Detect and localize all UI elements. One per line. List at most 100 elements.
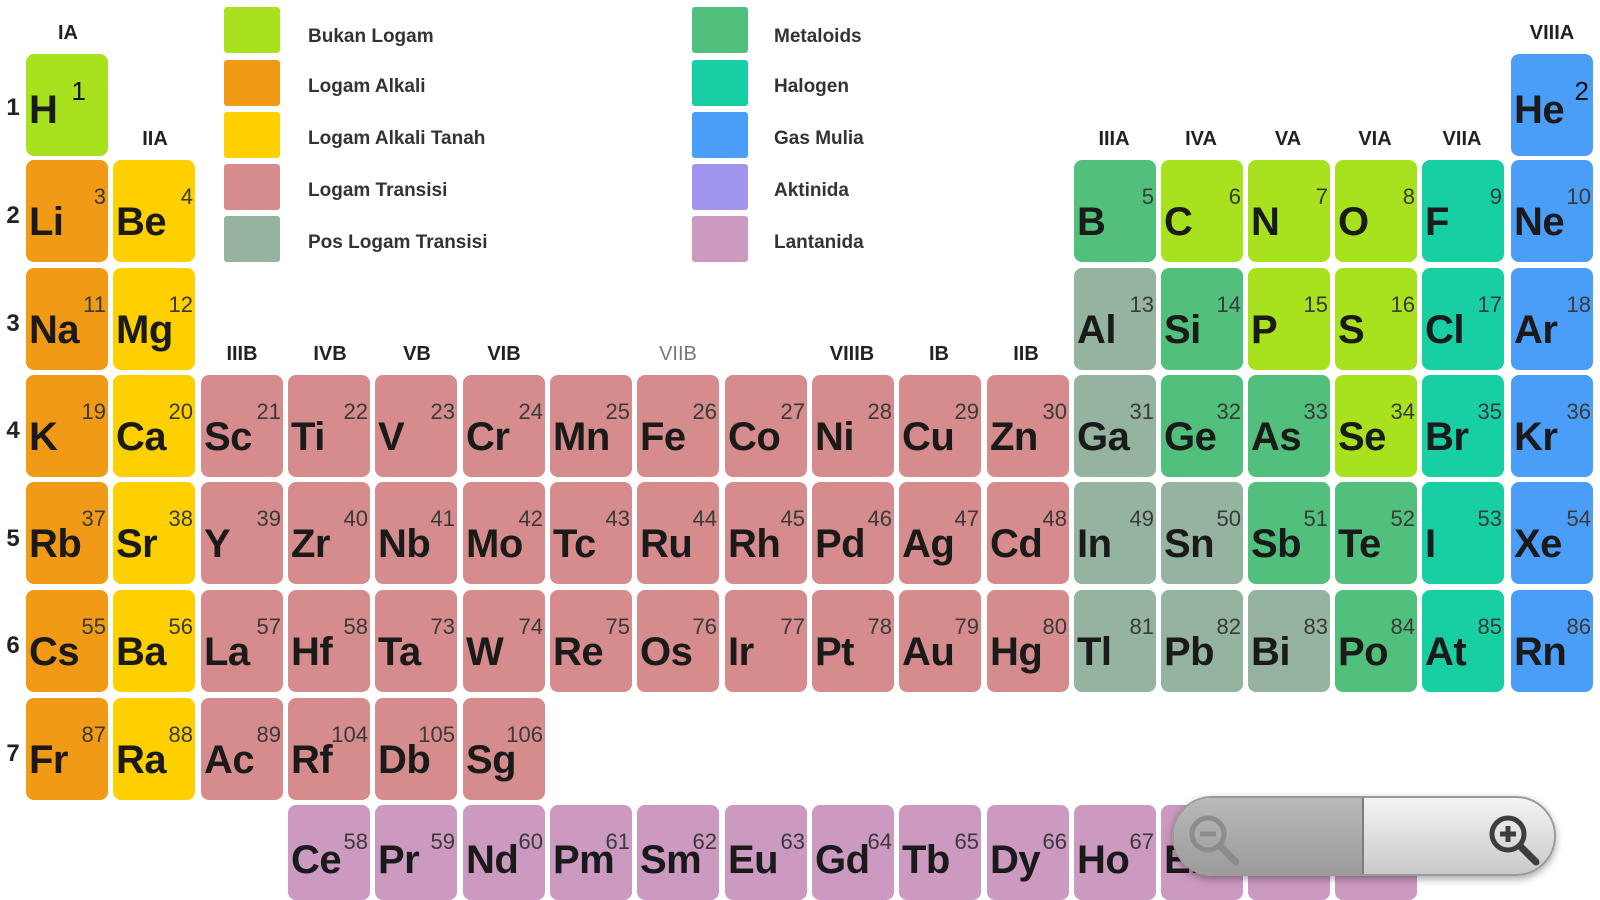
element-ta[interactable]: Ta 73 — [375, 590, 457, 692]
element-al[interactable]: Al 13 — [1074, 268, 1156, 370]
element-sc[interactable]: Sc 21 — [201, 375, 283, 477]
element-pt[interactable]: Pt 78 — [812, 590, 894, 692]
element-ba[interactable]: Ba 56 — [113, 590, 195, 692]
element-li[interactable]: Li 3 — [26, 160, 108, 262]
element-la[interactable]: La 57 — [201, 590, 283, 692]
element-eu[interactable]: Eu 63 — [725, 805, 807, 900]
element-ra[interactable]: Ra 88 — [113, 698, 195, 800]
element-hf[interactable]: Hf 58 — [288, 590, 370, 692]
element-dy[interactable]: Dy 66 — [987, 805, 1069, 900]
element-si[interactable]: Si 14 — [1161, 268, 1243, 370]
element-rb[interactable]: Rb 37 — [26, 482, 108, 584]
element-zn[interactable]: Zn 30 — [987, 375, 1069, 477]
element-ac[interactable]: Ac 89 — [201, 698, 283, 800]
element-in[interactable]: In 49 — [1074, 482, 1156, 584]
element-symbol: C — [1164, 200, 1193, 244]
element-p[interactable]: P 15 — [1248, 268, 1330, 370]
element-hg[interactable]: Hg 80 — [987, 590, 1069, 692]
element-symbol: V — [378, 415, 405, 459]
element-gd[interactable]: Gd 64 — [812, 805, 894, 900]
element-fr[interactable]: Fr 87 — [26, 698, 108, 800]
element-br[interactable]: Br 35 — [1422, 375, 1504, 477]
element-ga[interactable]: Ga 31 — [1074, 375, 1156, 477]
element-cr[interactable]: Cr 24 — [463, 375, 545, 477]
element-as[interactable]: As 33 — [1248, 375, 1330, 477]
element-te[interactable]: Te 52 — [1335, 482, 1417, 584]
element-tl[interactable]: Tl 81 — [1074, 590, 1156, 692]
element-cs[interactable]: Cs 55 — [26, 590, 108, 692]
element-ir[interactable]: Ir 77 — [725, 590, 807, 692]
element-ti[interactable]: Ti 22 — [288, 375, 370, 477]
element-ru[interactable]: Ru 44 — [637, 482, 719, 584]
element-ar[interactable]: Ar 18 — [1511, 268, 1593, 370]
atomic-number: 30 — [1042, 399, 1067, 424]
zoom-in-button[interactable] — [1364, 798, 1554, 874]
zoom-out-button[interactable] — [1174, 798, 1364, 874]
element-symbol: Hf — [291, 630, 333, 674]
element-tb[interactable]: Tb 65 — [899, 805, 981, 900]
element-ge[interactable]: Ge 32 — [1161, 375, 1243, 477]
element-cl[interactable]: Cl 17 — [1422, 268, 1504, 370]
atomic-number: 23 — [430, 399, 455, 424]
element-ni[interactable]: Ni 28 — [812, 375, 894, 477]
element-sb[interactable]: Sb 51 — [1248, 482, 1330, 584]
element-rf[interactable]: Rf 104 — [288, 698, 370, 800]
element-pd[interactable]: Pd 46 — [812, 482, 894, 584]
element-au[interactable]: Au 79 — [899, 590, 981, 692]
element-at[interactable]: At 85 — [1422, 590, 1504, 692]
element-re[interactable]: Re 75 — [550, 590, 632, 692]
element-co[interactable]: Co 27 — [725, 375, 807, 477]
element-pb[interactable]: Pb 82 — [1161, 590, 1243, 692]
period-label-7: 7 — [6, 740, 20, 767]
element-be[interactable]: Be 4 — [113, 160, 195, 262]
element-fe[interactable]: Fe 26 — [637, 375, 719, 477]
period-label-4: 4 — [6, 417, 20, 444]
element-sn[interactable]: Sn 50 — [1161, 482, 1243, 584]
element-cd[interactable]: Cd 48 — [987, 482, 1069, 584]
element-symbol: He — [1514, 88, 1565, 132]
element-kr[interactable]: Kr 36 — [1511, 375, 1593, 477]
element-y[interactable]: Y 39 — [201, 482, 283, 584]
element-ne[interactable]: Ne 10 — [1511, 160, 1593, 262]
element-sm[interactable]: Sm 62 — [637, 805, 719, 900]
element-ce[interactable]: Ce 58 — [288, 805, 370, 900]
element-na[interactable]: Na 11 — [26, 268, 108, 370]
element-rn[interactable]: Rn 86 — [1511, 590, 1593, 692]
element-nb[interactable]: Nb 41 — [375, 482, 457, 584]
element-he[interactable]: He 2 — [1511, 54, 1593, 156]
element-pr[interactable]: Pr 59 — [375, 805, 457, 900]
element-ca[interactable]: Ca 20 — [113, 375, 195, 477]
element-sg[interactable]: Sg 106 — [463, 698, 545, 800]
element-mn[interactable]: Mn 25 — [550, 375, 632, 477]
element-zr[interactable]: Zr 40 — [288, 482, 370, 584]
element-bi[interactable]: Bi 83 — [1248, 590, 1330, 692]
atomic-number: 35 — [1477, 399, 1502, 424]
element-s[interactable]: S 16 — [1335, 268, 1417, 370]
element-mg[interactable]: Mg 12 — [113, 268, 195, 370]
element-os[interactable]: Os 76 — [637, 590, 719, 692]
element-cu[interactable]: Cu 29 — [899, 375, 981, 477]
element-symbol: Sc — [204, 415, 252, 459]
element-k[interactable]: K 19 — [26, 375, 108, 477]
element-ag[interactable]: Ag 47 — [899, 482, 981, 584]
element-rh[interactable]: Rh 45 — [725, 482, 807, 584]
element-nd[interactable]: Nd 60 — [463, 805, 545, 900]
element-xe[interactable]: Xe 54 — [1511, 482, 1593, 584]
element-i[interactable]: I 53 — [1422, 482, 1504, 584]
element-se[interactable]: Se 34 — [1335, 375, 1417, 477]
element-pm[interactable]: Pm 61 — [550, 805, 632, 900]
element-w[interactable]: W 74 — [463, 590, 545, 692]
element-po[interactable]: Po 84 — [1335, 590, 1417, 692]
element-ho[interactable]: Ho 67 — [1074, 805, 1156, 900]
element-sr[interactable]: Sr 38 — [113, 482, 195, 584]
element-mo[interactable]: Mo 42 — [463, 482, 545, 584]
element-tc[interactable]: Tc 43 — [550, 482, 632, 584]
element-v[interactable]: V 23 — [375, 375, 457, 477]
element-db[interactable]: Db 105 — [375, 698, 457, 800]
